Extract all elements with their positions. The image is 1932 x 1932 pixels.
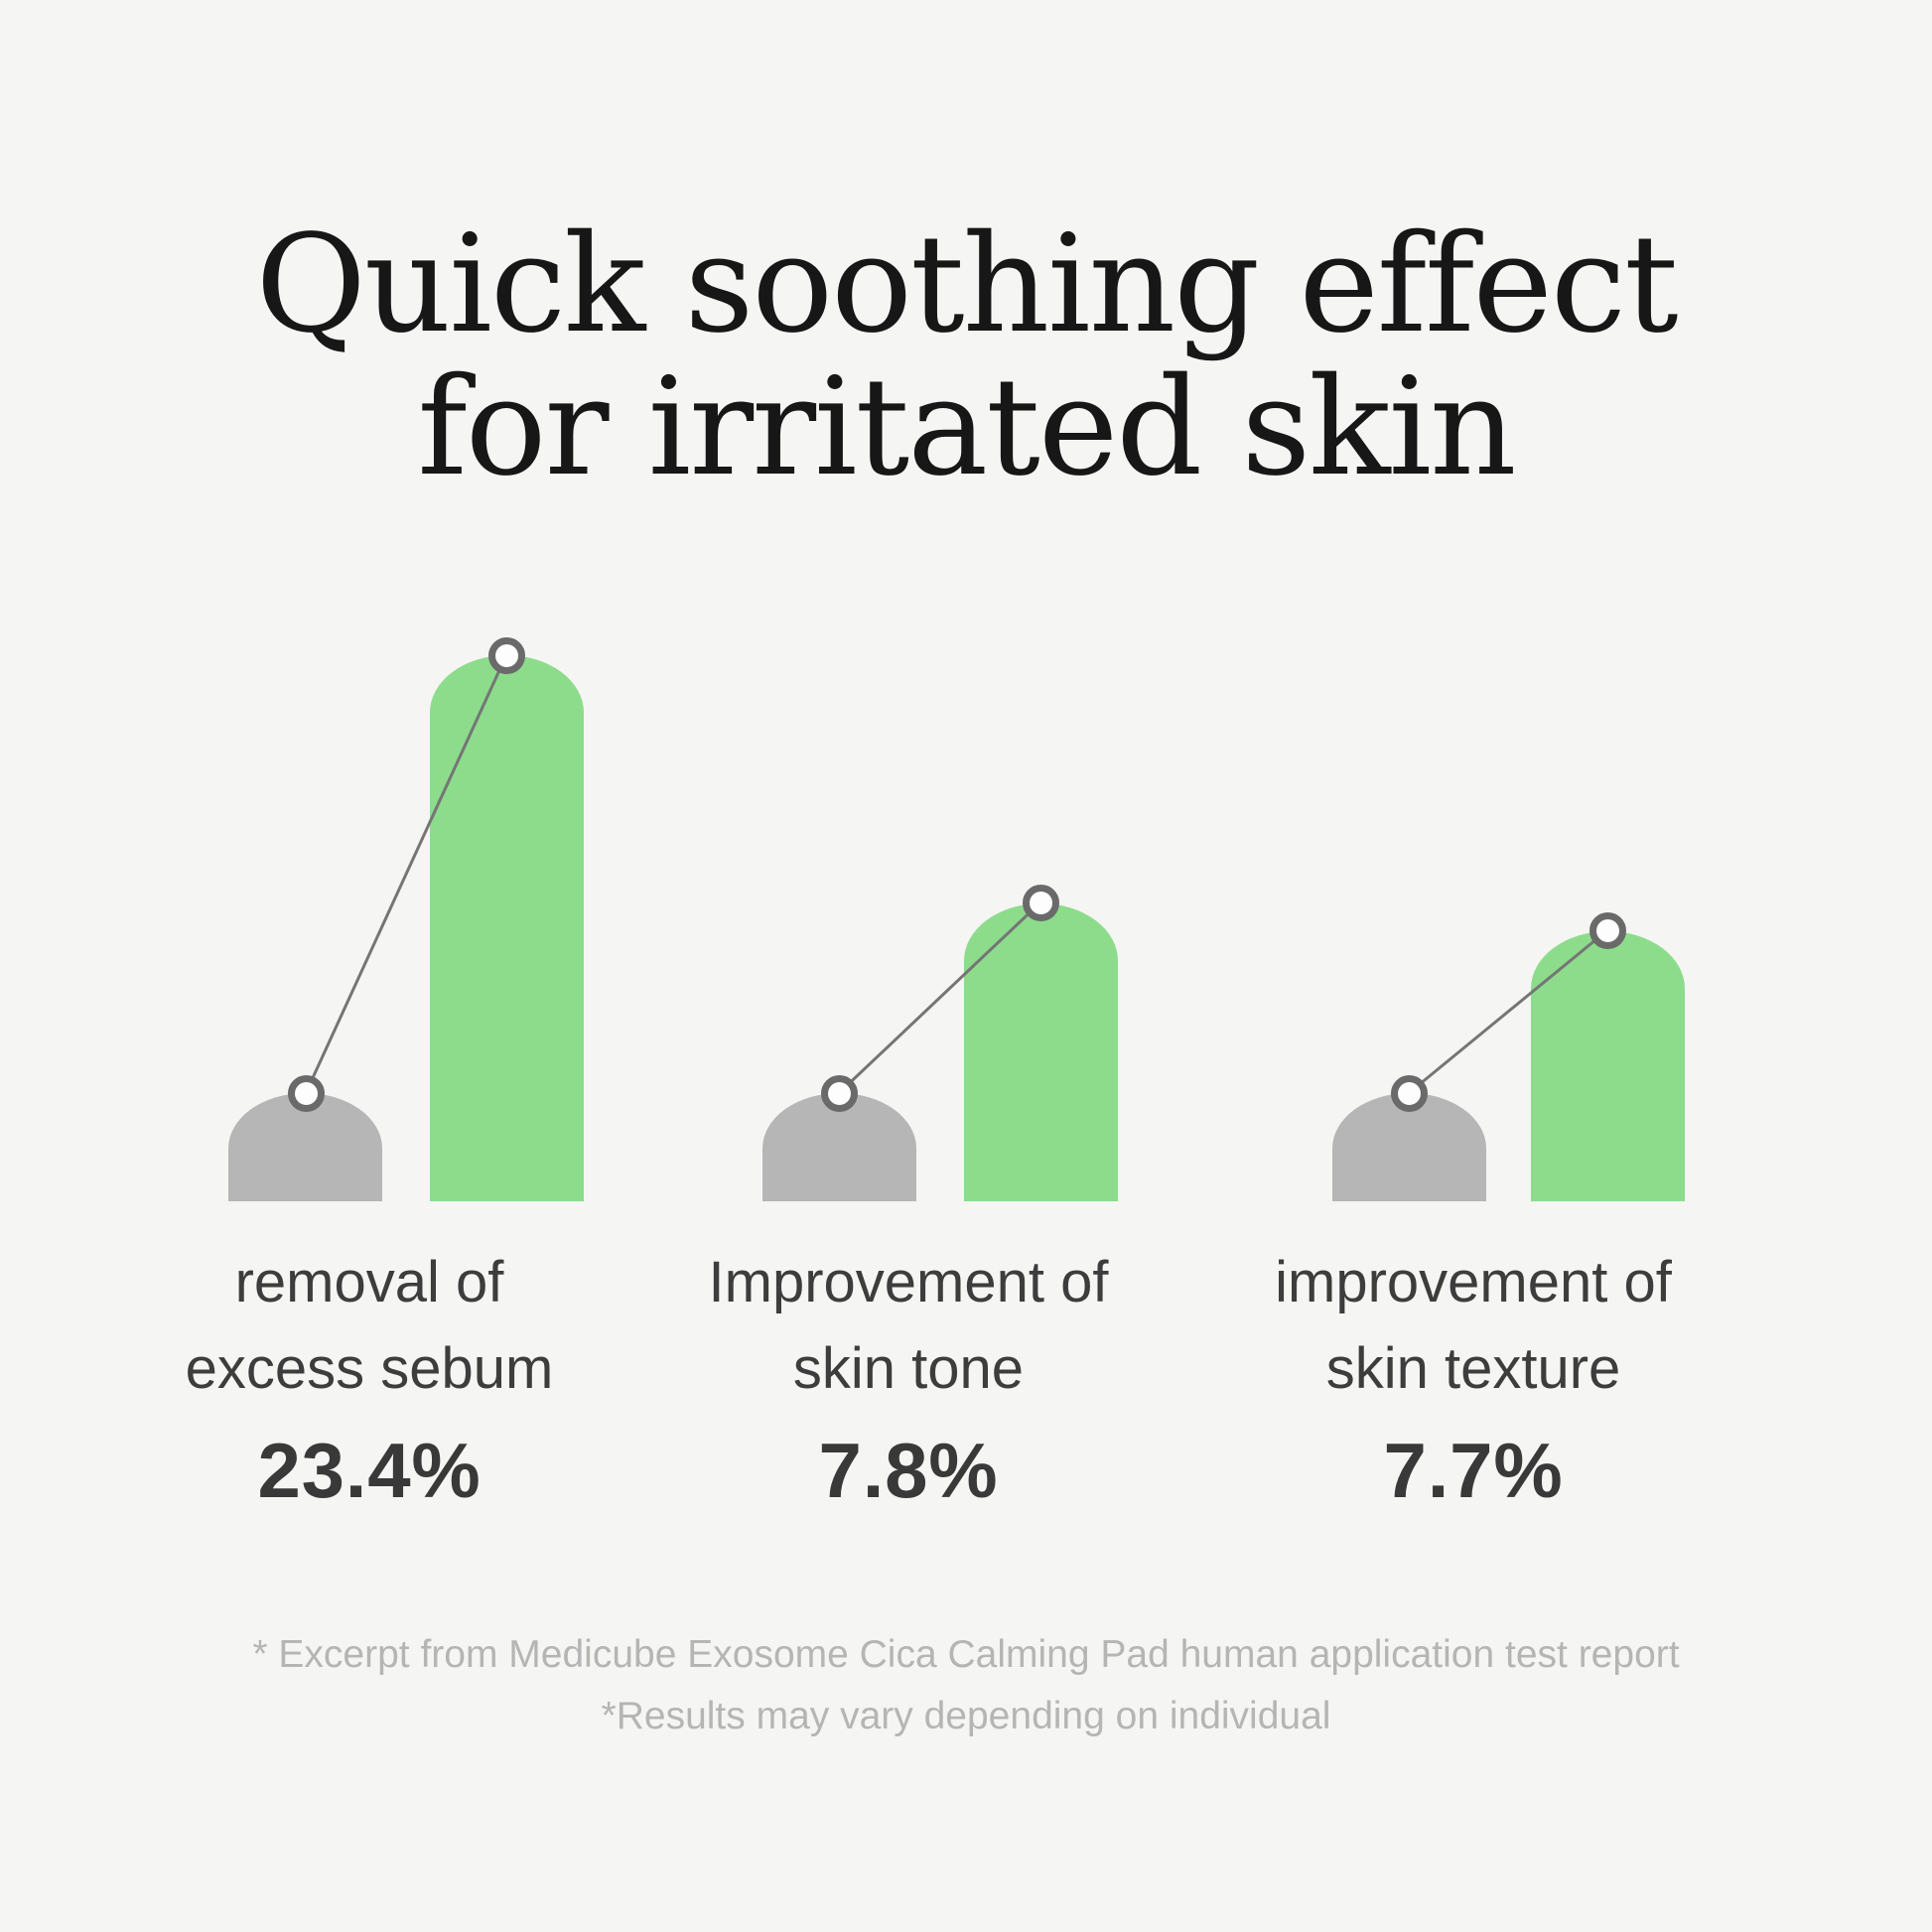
- title-line-2: for irritated skin: [417, 349, 1516, 507]
- footnote-line-2: *Results may vary depending on individua…: [601, 1694, 1331, 1737]
- data-point-marker-after-skin-texture: [1589, 912, 1626, 949]
- value-label-skin-tone: 7.8%: [818, 1427, 999, 1514]
- bar-after-sebum: [430, 655, 584, 1201]
- value-label-skin-texture: 7.7%: [1383, 1427, 1564, 1514]
- category-label-line-2: skin tone: [792, 1336, 1025, 1401]
- category-label-sebum: removal of excess sebum: [186, 1239, 554, 1412]
- category-label-skin-texture: improvement of skin texture: [1275, 1239, 1672, 1412]
- label-column-skin-tone: Improvement of skin tone 7.8%: [709, 1239, 1109, 1516]
- chart-area: [228, 655, 1685, 1201]
- title-line-1: Quick soothing effect: [255, 207, 1678, 363]
- data-point-marker-before-skin-texture: [1391, 1075, 1428, 1112]
- data-point-marker-before-skin-tone: [821, 1075, 858, 1112]
- value-label-sebum: 23.4%: [257, 1427, 482, 1514]
- category-label-skin-tone: Improvement of skin tone: [709, 1239, 1109, 1412]
- data-point-marker-after-skin-tone: [1023, 885, 1059, 921]
- category-label-line-1: improvement of: [1275, 1250, 1672, 1314]
- data-point-marker-before-sebum: [288, 1075, 325, 1112]
- page-title: Quick soothing effect for irritated skin: [0, 213, 1932, 499]
- bar-after-skin-tone: [964, 903, 1118, 1201]
- bar-after-skin-texture: [1531, 931, 1685, 1201]
- label-column-skin-texture: improvement of skin texture 7.7%: [1275, 1239, 1672, 1516]
- data-point-marker-after-sebum: [488, 637, 525, 674]
- footnote-line-1: * Excerpt from Medicube Exosome Cica Cal…: [252, 1633, 1680, 1676]
- category-label-line-2: skin texture: [1325, 1336, 1621, 1401]
- footnote: * Excerpt from Medicube Exosome Cica Cal…: [0, 1624, 1932, 1746]
- category-label-line-2: excess sebum: [185, 1336, 554, 1401]
- category-label-line-1: removal of: [234, 1250, 504, 1314]
- label-column-sebum: removal of excess sebum 23.4%: [186, 1239, 554, 1516]
- category-label-line-1: Improvement of: [708, 1250, 1109, 1314]
